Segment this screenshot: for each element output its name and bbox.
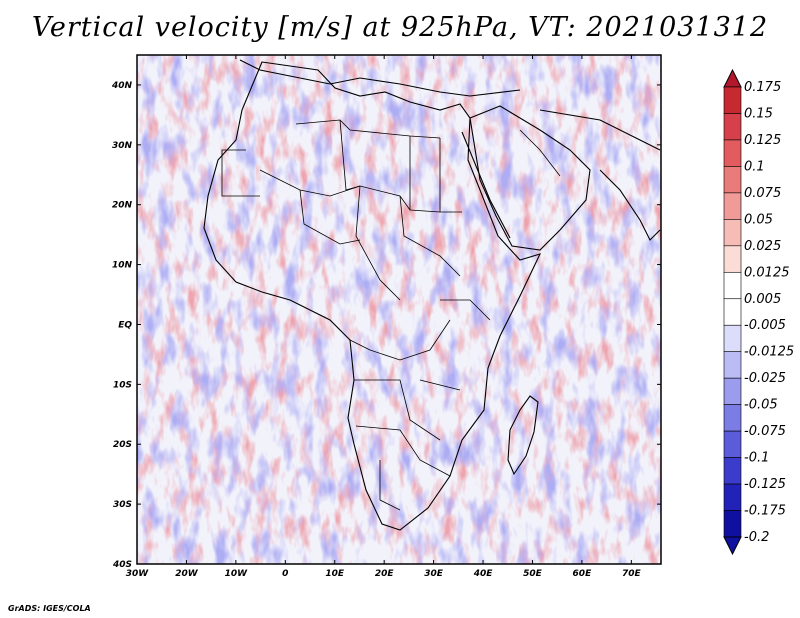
vertical-velocity-field <box>137 55 661 564</box>
colorbar-swatch <box>723 113 742 141</box>
colorbar-label: -0.005 <box>744 318 786 333</box>
colorbar-label: -0.125 <box>744 477 786 492</box>
lon-label: 20E <box>375 569 395 579</box>
lon-label: 20W <box>175 569 199 579</box>
colorbar-max-arrow <box>723 68 742 88</box>
colorbar-label: -0.2 <box>744 530 769 545</box>
lon-label: 30E <box>424 569 444 579</box>
map-title: Vertical velocity [m/s] at 925hPa, VT: 2… <box>31 12 769 43</box>
colorbar-swatch <box>723 166 742 194</box>
lat-label: 30S <box>113 500 132 510</box>
lon-label: 40E <box>473 569 494 579</box>
colorbar-swatch <box>723 298 742 326</box>
colorbar-swatch <box>723 404 742 432</box>
lat-label: 10S <box>113 380 132 390</box>
colorbar-label: -0.1 <box>744 451 769 466</box>
lon-label: 50E <box>523 569 543 579</box>
colorbar-swatch <box>723 430 742 458</box>
colorbar-swatch <box>723 457 742 485</box>
colorbar-swatch <box>723 483 742 511</box>
colorbar-min-arrow <box>723 536 742 556</box>
colorbar-label: -0.175 <box>744 504 786 519</box>
colorbar-swatch <box>723 271 742 300</box>
country-borders <box>221 119 561 511</box>
colorbar-swatch <box>723 86 742 114</box>
lon-label: 70E <box>622 569 642 579</box>
colorbar-label: -0.0125 <box>744 345 794 360</box>
lat-label: 40S <box>112 560 132 570</box>
lon-label: 10E <box>325 569 345 579</box>
colorbar-swatch <box>723 510 742 538</box>
colorbar-label: -0.05 <box>744 398 778 413</box>
colorbar-swatch <box>723 139 742 167</box>
colorbar-label: 0.075 <box>744 186 781 201</box>
lon-label: 60E <box>573 569 593 579</box>
colorbar-swatch <box>723 192 742 220</box>
lat-label: 20N <box>112 201 133 211</box>
longitude-ticks: 30W 20W 10W 0 10E 20E 30E 40E 50E 60E 70E <box>126 55 642 579</box>
colorbar-swatch <box>723 245 742 273</box>
lon-label: 10W <box>225 569 249 579</box>
lat-label: 20S <box>113 440 132 450</box>
latitude-ticks: 40N 30N 20N 10N EQ 10S 20S 30S 40S <box>111 81 661 570</box>
colorbar-label: 0.05 <box>744 212 773 227</box>
lon-label: 0 <box>282 569 288 579</box>
colorbar-label: 0.175 <box>744 80 781 95</box>
colorbar-label: 0.125 <box>744 133 781 148</box>
lat-label: 10N <box>112 261 133 271</box>
colorbar-swatch <box>723 351 742 379</box>
colorbar-label: 0.025 <box>744 239 781 254</box>
lat-label: 40N <box>111 81 133 91</box>
colorbar-label: -0.075 <box>744 424 786 439</box>
lat-label: 30N <box>112 141 133 151</box>
grads-credit: GrADS: IGES/COLA <box>8 604 91 613</box>
colorbar-label: 0.005 <box>744 292 781 307</box>
colorbar-label: 0.1 <box>744 159 765 174</box>
colorbar-label: 0.0125 <box>744 265 790 280</box>
colorbar-swatch <box>723 377 742 405</box>
colorbar-label: -0.025 <box>744 371 786 386</box>
lon-label: 30W <box>126 569 150 579</box>
colorbar-label: 0.15 <box>744 106 773 121</box>
map-frame <box>136 54 662 565</box>
colorbar: 0.175 0.15 0.125 0.1 0.075 0.05 0.025 0.0125 0.0… <box>723 68 794 556</box>
colorbar-swatch <box>723 219 742 247</box>
lat-label: EQ <box>118 320 132 330</box>
colorbar-swatch <box>723 324 742 353</box>
